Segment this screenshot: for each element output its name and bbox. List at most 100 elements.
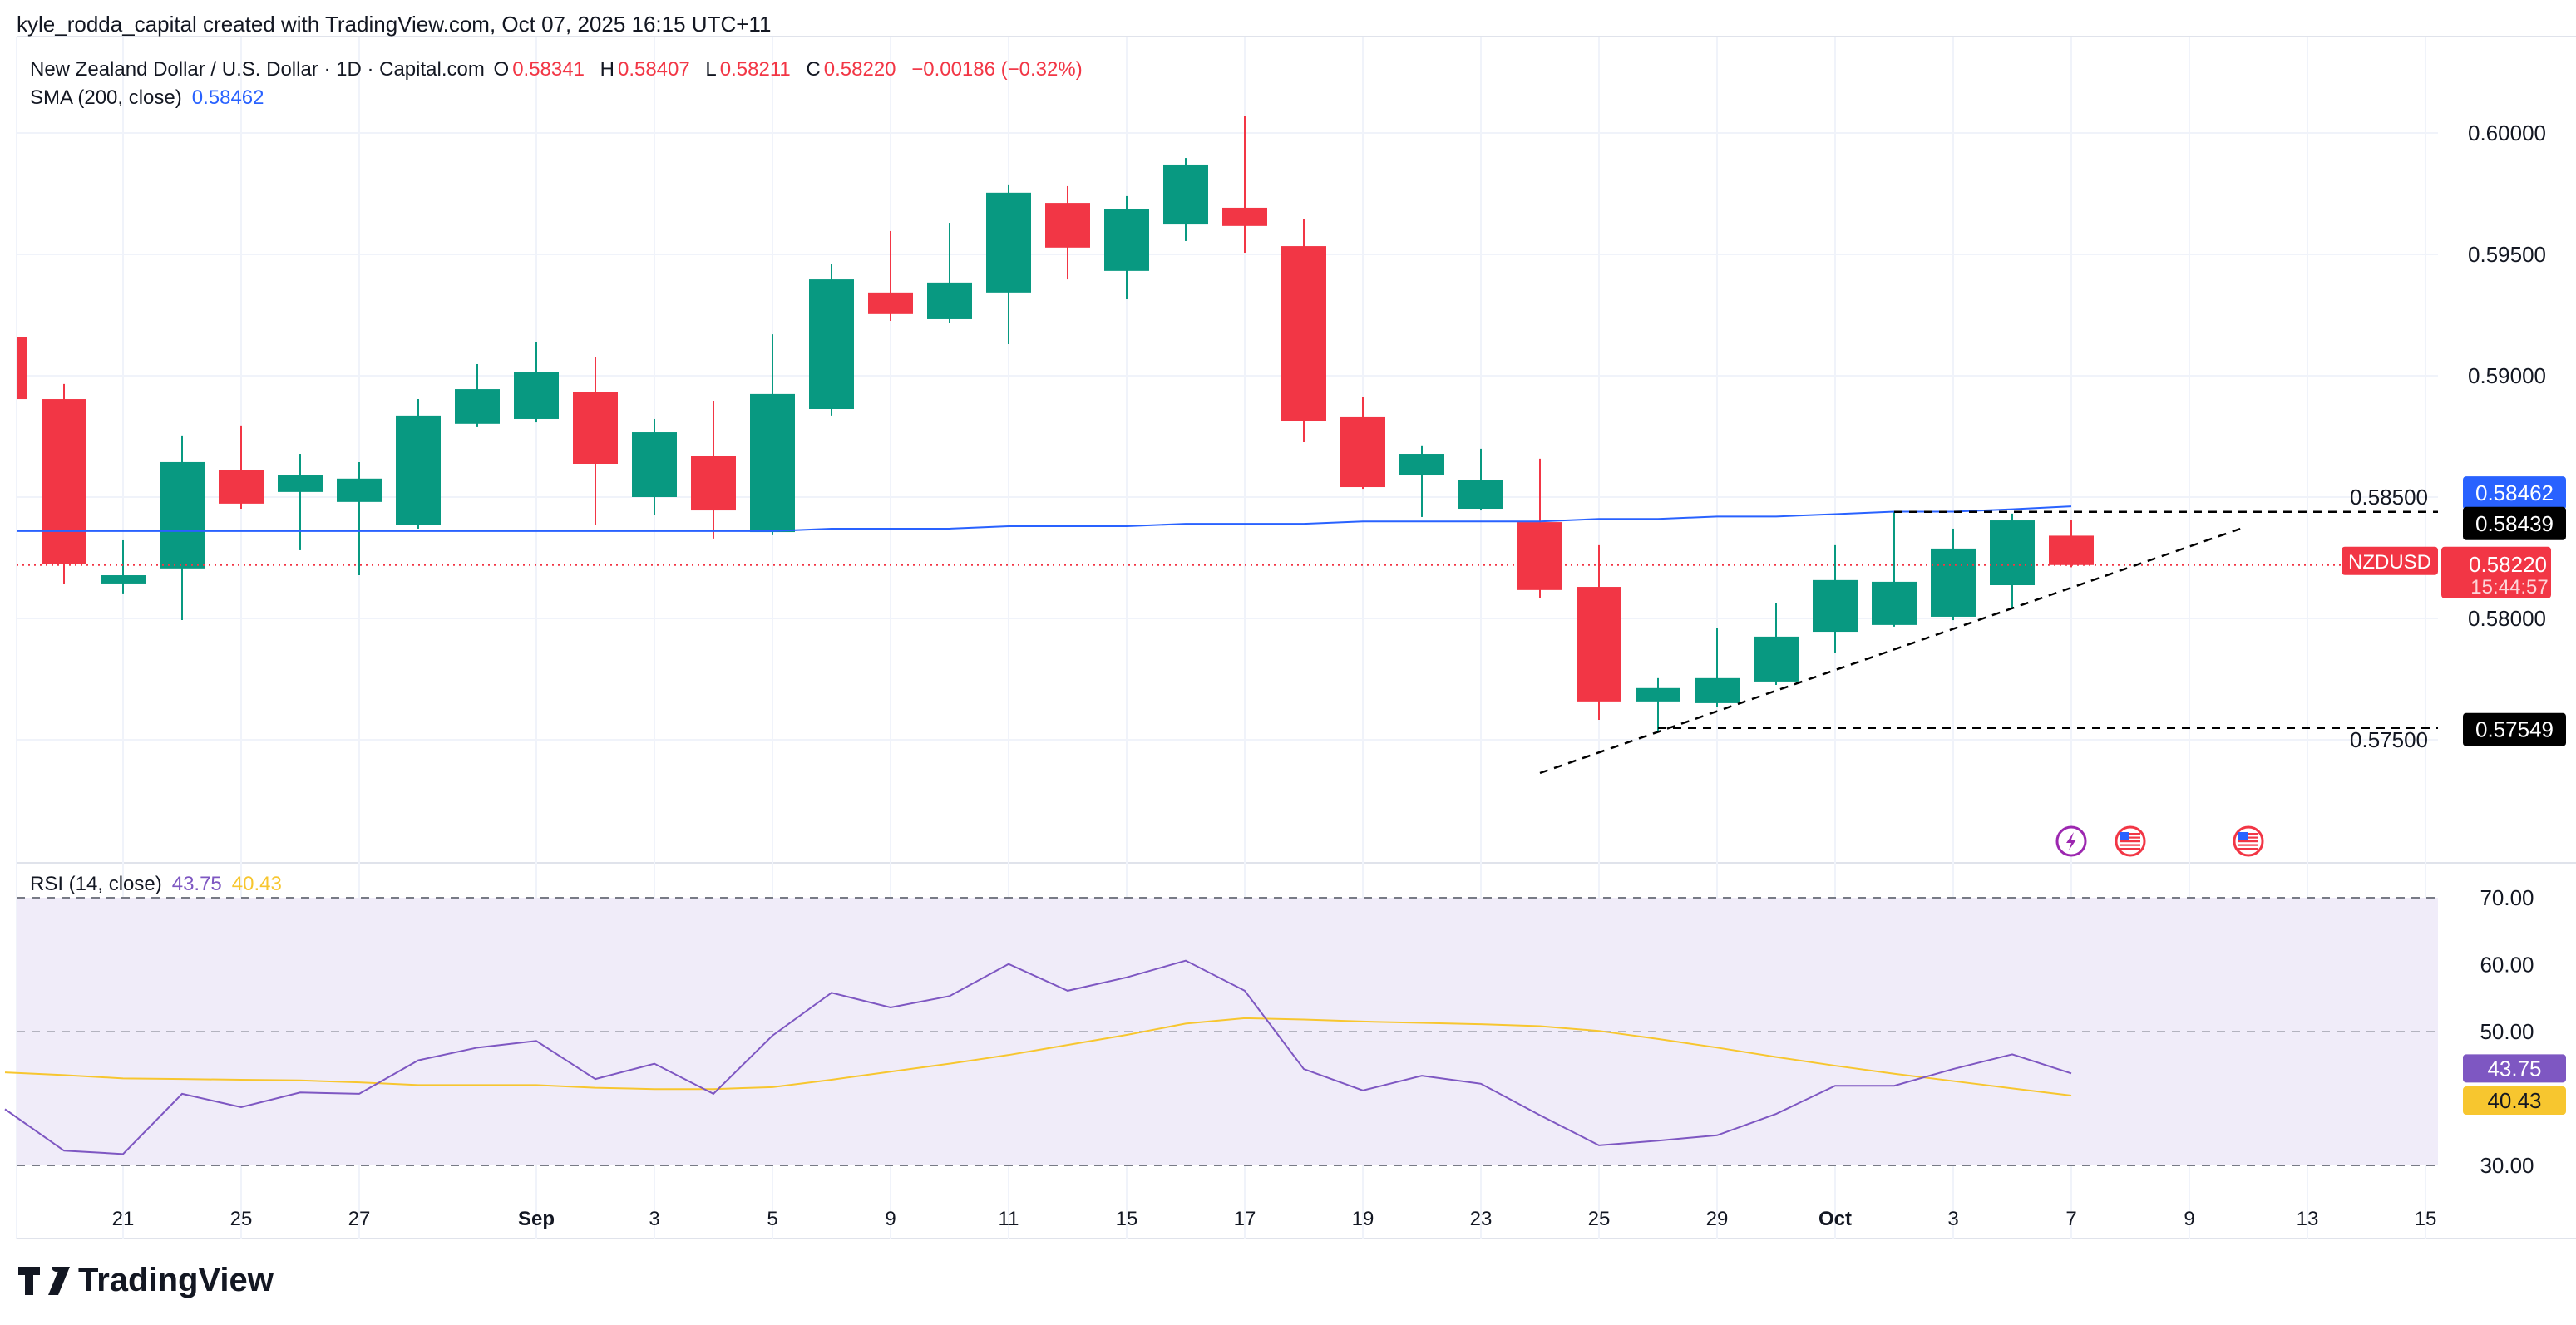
rsi-ma-badge-bg [2463,1086,2566,1116]
resistance-price-badge-bg [2463,506,2566,540]
candle [1872,511,1917,627]
candle-body [1813,579,1858,633]
candle [1813,544,1858,654]
open-label: O [493,58,510,81]
candle [1990,513,2035,609]
candle [1517,458,1562,599]
rsi-ma-value: 40.43 [231,873,282,895]
symbol-legend: New Zealand Dollar / U.S. Dollar · 1D · … [30,58,1086,81]
sma-price-badge-bg [2463,476,2566,510]
x-tick-label: Oct [1818,1208,1852,1230]
sma-label[interactable]: SMA (200, close) [30,86,182,109]
logo-text: TradingView [78,1262,274,1298]
rsi-badge-text: 43.75 [2487,1056,2541,1081]
candle-body [1577,587,1621,702]
last-price-text: 0.58220 [2469,552,2547,577]
x-tick-label: 9 [2184,1208,2194,1230]
candle-body [514,372,559,419]
candle [986,184,1031,345]
candle [1045,185,1090,280]
sma-price-badge: 0.58462 [2463,476,2566,510]
rsi-ma-badge-text: 40.43 [2487,1088,2541,1113]
resistance-price-badge-text: 0.58439 [2475,511,2554,536]
candle-body [1636,687,1680,702]
x-tick-label: 5 [767,1208,777,1230]
tradingview-logo[interactable]: TradingView [18,1262,274,1299]
candle [278,454,323,550]
sma-200-line [17,505,2072,532]
candle [337,461,382,576]
rsi-band [17,898,2438,1165]
candle [1577,544,1621,721]
candle-body [1872,581,1917,625]
flag-stripe [2120,833,2140,835]
candle [219,425,264,510]
candle [868,230,913,322]
rsi-tick-label: 70.00 [2480,885,2534,910]
resistance-price-badge: 0.58439 [2463,506,2566,540]
candle [1104,195,1149,300]
low-value: 0.58211 [719,58,791,81]
rsi-label[interactable]: RSI (14, close) [30,873,162,895]
rsi-tick-label: 30.00 [2480,1153,2534,1178]
rsi-line [4,959,2072,1155]
candle-body [750,393,795,533]
candle-body [160,461,205,569]
candle [632,418,677,515]
x-tick-label: 17 [1234,1208,1256,1230]
candle-body [1517,522,1562,590]
x-tick-label: 15 [2415,1208,2437,1230]
flag-stripe [2238,840,2258,843]
price-tick-label: 0.59500 [2468,242,2546,267]
open-value: 0.58341 [512,58,585,81]
candle [1163,158,1208,241]
candle [17,337,27,400]
candle-body [455,389,500,424]
rsi-ma-line [4,1017,2072,1097]
x-tick-label: 25 [230,1208,253,1230]
flag-stripe [2120,848,2140,850]
candle-body [1931,548,1976,617]
flag-canton [2238,832,2248,840]
rsi-tick-label: 50.00 [2480,1019,2534,1044]
support-price-badge-bg [2463,712,2566,746]
support-price-badge-text: 0.57549 [2475,717,2554,742]
candle-body [986,192,1031,293]
candle [1754,603,1799,686]
candle-body [396,415,441,525]
symbol-badge-text: NZDUSD [2348,551,2431,574]
candle-body [1104,209,1149,271]
close-value: 0.58220 [823,58,896,81]
candle-body [219,470,264,504]
candle [455,363,500,427]
high-value: 0.58407 [617,58,690,81]
attribution: kyle_rodda_capital created with TradingV… [17,12,772,37]
candle [160,435,205,621]
candle [1636,677,1680,732]
candle-body [1399,454,1444,476]
candle [1399,445,1444,517]
candle-body [2049,535,2094,565]
flag-stripe [2238,836,2258,839]
price-tick-label: 0.57500 [2350,727,2428,752]
candle [691,401,736,539]
last-price-badge-bg [2441,546,2551,598]
price-tick-label: 0.60000 [2468,121,2546,145]
price-pane [17,116,2438,775]
candle-body [1695,677,1740,703]
candle-body [1281,246,1326,421]
lightning-glyph [2066,832,2076,850]
candle-body [1222,207,1267,226]
candle [42,383,86,584]
high-label: H [600,58,614,81]
candle [573,357,618,525]
rsi-badge-bg [2463,1054,2566,1083]
candle [1695,628,1740,707]
x-tick-label: 11 [999,1208,1019,1230]
flag-stripe [2238,848,2258,850]
symbol-title[interactable]: New Zealand Dollar / U.S. Dollar · 1D · … [30,58,485,81]
candle [1340,397,1385,490]
flag-stripe [2238,833,2258,835]
